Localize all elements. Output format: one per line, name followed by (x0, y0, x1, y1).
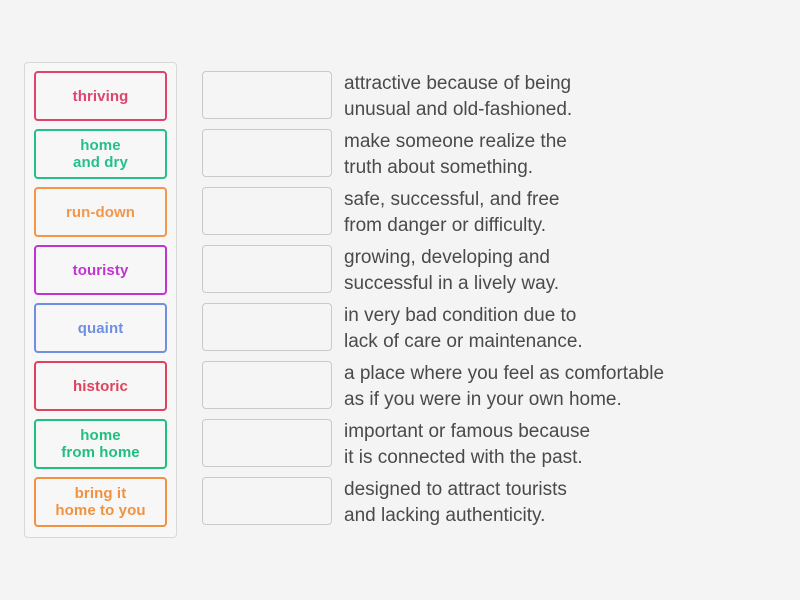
definition-text: safe, successful, and free from danger o… (344, 189, 560, 236)
term-tile-label: historic (73, 377, 128, 395)
term-tile[interactable]: quaint (34, 303, 167, 353)
definition-text: growing, developing and successful in a … (344, 247, 560, 294)
match-row: growing, developing and successful in a … (202, 245, 787, 303)
term-tile[interactable]: run-down (34, 187, 167, 237)
definition-text: important or famous because it is connec… (344, 421, 591, 468)
term-tile[interactable]: home from home (34, 419, 167, 469)
answer-dropzone[interactable] (202, 187, 332, 235)
definition-text: attractive because of being unusual and … (344, 73, 573, 120)
match-row: designed to attract tourists and lacking… (202, 477, 787, 535)
term-tile[interactable]: touristy (34, 245, 167, 295)
definition-text: designed to attract tourists and lacking… (344, 479, 567, 526)
definition-text: make someone realize the truth about som… (344, 131, 567, 178)
definition-text: a place where you feel as comfortable as… (344, 363, 665, 410)
term-tile-label: quaint (77, 319, 124, 337)
match-row: make someone realize the truth about som… (202, 129, 787, 187)
draggable-terms-panel: thriving home and dry run-down touristy quai… (24, 62, 177, 538)
answer-dropzone[interactable] (202, 245, 332, 293)
term-tile[interactable]: bring it home to you (34, 477, 167, 527)
definition-rows: attractive because of being unusual and … (202, 71, 787, 535)
match-row: attractive because of being unusual and … (202, 71, 787, 129)
answer-dropzone[interactable] (202, 419, 332, 467)
term-tile-label: run-down (65, 203, 136, 221)
term-tile-label: home and dry (73, 137, 128, 171)
answer-dropzone[interactable] (202, 361, 332, 409)
term-tile[interactable]: historic (34, 361, 167, 411)
definition-text: in very bad condition due to lack of car… (344, 305, 583, 352)
answer-dropzone[interactable] (202, 129, 332, 177)
match-row: in very bad condition due to lack of car… (202, 303, 787, 361)
term-tile-label: bring it home to you (55, 485, 146, 519)
answer-dropzone[interactable] (202, 71, 332, 119)
match-row: safe, successful, and free from danger o… (202, 187, 787, 245)
term-tile-label: thriving (72, 87, 129, 105)
answer-dropzone[interactable] (202, 303, 332, 351)
term-tile-label: home from home (61, 427, 140, 461)
match-row: important or famous because it is connec… (202, 419, 787, 477)
answer-dropzone[interactable] (202, 477, 332, 525)
term-tile[interactable]: home and dry (34, 129, 167, 179)
term-tile[interactable]: thriving (34, 71, 167, 121)
match-row: a place where you feel as comfortable as… (202, 361, 787, 419)
term-tile-label: touristy (72, 261, 129, 279)
